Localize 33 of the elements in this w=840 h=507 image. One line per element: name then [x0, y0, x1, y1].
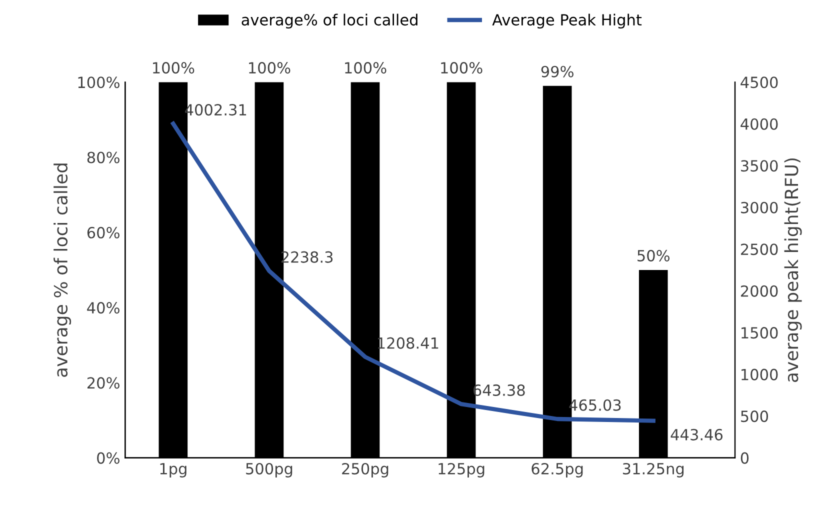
- data-label: 100%: [345, 62, 386, 74]
- y-tick-label: 60%: [87, 226, 120, 238]
- data-label: 99%: [541, 66, 574, 78]
- y2-tick-label: 4000: [740, 118, 778, 130]
- y-tick-label: 40%: [87, 302, 120, 314]
- y2-tick-label: 0: [740, 452, 749, 464]
- x-tick-label: 500pg: [246, 462, 292, 478]
- y2-axis-title: average peak hight(RFU): [784, 158, 802, 382]
- data-label: 100%: [153, 62, 194, 74]
- legend-label: Average Peak Hight: [492, 14, 642, 29]
- y2-tick-label: 1000: [742, 368, 778, 380]
- y-tick-label: 0%: [97, 452, 120, 464]
- x-tick-label: 125pg: [438, 462, 484, 478]
- x-tick-label: 62.5pg: [532, 462, 583, 478]
- y-tick-label: 80%: [87, 152, 120, 164]
- y2-tick-label: 2000: [740, 285, 778, 297]
- x-tick-label: 31.25ng: [622, 462, 684, 478]
- legend-label: average% of loci called: [242, 14, 418, 29]
- y-axis-title: average % of loci called: [54, 164, 72, 377]
- y2-tick-label: 3500: [741, 160, 778, 172]
- y2-tick-label: 4500: [740, 76, 778, 88]
- y-tick-label: 20%: [87, 377, 120, 389]
- y2-tick-label: 1500: [742, 327, 778, 339]
- y2-tick-label: 2500: [740, 244, 778, 256]
- data-label: 100%: [249, 62, 290, 74]
- data-label: 50%: [638, 250, 670, 262]
- data-label: 443.46: [670, 428, 723, 440]
- y2-tick-label: 500: [741, 410, 768, 422]
- data-label: 100%: [441, 62, 482, 74]
- y2-tick-label: 3000: [741, 202, 778, 214]
- x-tick-label: 250pg: [342, 462, 388, 478]
- y-tick-label: 100%: [78, 76, 120, 88]
- x-tick-label: 1pg: [160, 463, 186, 478]
